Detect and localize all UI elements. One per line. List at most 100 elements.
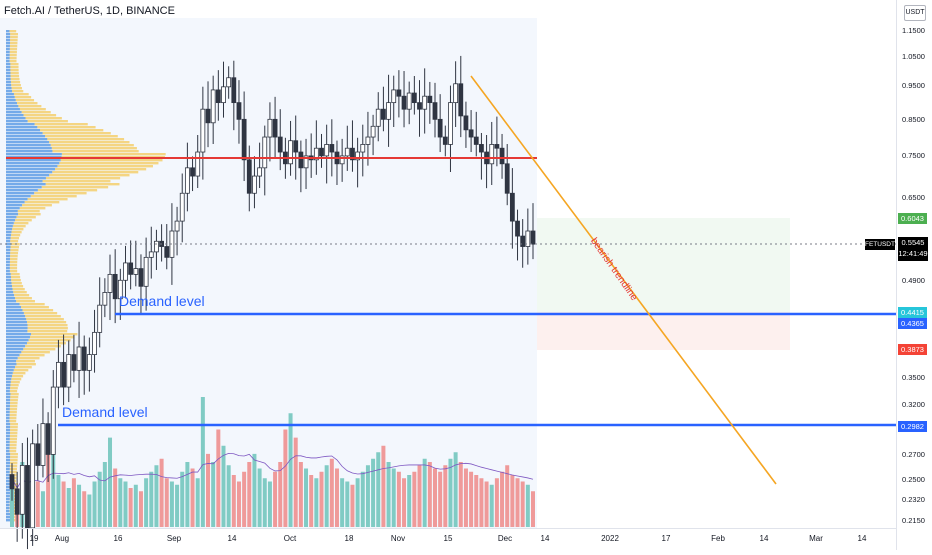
profile-bar-down xyxy=(6,375,12,378)
profile-bar-down xyxy=(6,234,11,237)
price-tag: 0.4365 xyxy=(898,318,927,329)
volume-bar xyxy=(453,452,458,527)
volume-bar xyxy=(35,481,40,527)
profile-bar-down xyxy=(6,426,11,429)
profile-bar-up xyxy=(9,444,17,447)
profile-bar-down xyxy=(6,474,10,477)
profile-bar-up xyxy=(10,453,19,456)
profile-bar-down xyxy=(6,411,10,414)
candle xyxy=(411,92,417,104)
profile-bar-up xyxy=(13,369,29,372)
profit-zone xyxy=(537,218,790,312)
profile-bar-up xyxy=(19,354,45,357)
profile-bar-up xyxy=(15,366,32,369)
volume-bar xyxy=(304,468,309,527)
profile-bar-down xyxy=(6,123,35,126)
profile-bar-up xyxy=(16,360,35,363)
profile-bar-up xyxy=(61,153,166,156)
profile-bar-down xyxy=(6,150,53,153)
volume-bar xyxy=(61,481,66,527)
candle xyxy=(499,147,505,165)
date-tick: 16 xyxy=(113,534,123,543)
profile-bar-down xyxy=(6,99,16,102)
profile-bar-down xyxy=(6,327,28,330)
candle xyxy=(401,95,407,110)
candle xyxy=(515,220,520,237)
profile-bar-up xyxy=(13,222,29,225)
candle xyxy=(246,159,252,194)
profile-bar-down xyxy=(6,213,19,216)
profile-bar-down xyxy=(6,486,11,489)
candle xyxy=(148,251,154,258)
candle xyxy=(231,77,237,104)
profile-bar-up xyxy=(9,57,17,60)
profile-bar-up xyxy=(27,198,68,201)
profile-bar-down xyxy=(6,507,10,510)
candle xyxy=(112,273,118,300)
candle xyxy=(30,443,36,529)
volume-bar xyxy=(66,488,71,527)
volume-bar xyxy=(525,484,530,527)
profile-bar-down xyxy=(6,396,11,399)
profile-bar-up xyxy=(19,207,46,210)
profile-bar-up xyxy=(11,231,22,234)
candle xyxy=(107,273,113,293)
volume-bar xyxy=(190,468,195,527)
date-tick: Oct xyxy=(283,534,297,543)
price-tick: 0.3500 xyxy=(902,373,925,382)
profile-bar-down xyxy=(6,207,20,210)
profile-bar-down xyxy=(6,495,10,498)
date-tick: Dec xyxy=(497,534,513,543)
profile-bar-up xyxy=(25,345,61,348)
profile-bar-down xyxy=(6,483,11,486)
profile-bar-up xyxy=(9,450,17,453)
profile-bar-down xyxy=(6,306,22,309)
profile-bar-up xyxy=(11,375,24,378)
profile-bar-up xyxy=(17,357,40,360)
candle xyxy=(123,262,128,281)
candle xyxy=(236,102,242,120)
profile-bar-down xyxy=(6,159,61,162)
volume-bar xyxy=(154,465,159,527)
profile-bar-down xyxy=(6,393,11,396)
volume-profile xyxy=(6,30,166,522)
profile-bar-up xyxy=(9,30,17,33)
profile-bar-up xyxy=(10,255,18,258)
volume-bar xyxy=(242,471,247,527)
candle xyxy=(489,144,495,165)
profile-bar-up xyxy=(17,102,38,105)
profile-bar-down xyxy=(6,108,20,111)
volume-bar xyxy=(376,452,381,527)
candle xyxy=(386,102,391,120)
profile-bar-up xyxy=(12,225,26,228)
candle xyxy=(262,136,268,169)
profile-bar-up xyxy=(10,33,19,36)
volume-bar xyxy=(505,465,510,527)
profile-bar-up xyxy=(37,126,96,129)
profile-bar-down xyxy=(6,204,23,207)
profile-bar-up xyxy=(19,303,45,306)
candle xyxy=(319,147,324,157)
profile-bar-up xyxy=(15,99,35,102)
profile-bar-up xyxy=(9,267,18,270)
bearish-trendline[interactable] xyxy=(470,75,777,485)
volume-bar xyxy=(40,491,45,527)
currency-button[interactable]: USDT xyxy=(904,5,926,21)
profile-bar-down xyxy=(6,210,18,213)
profile-bar-up xyxy=(9,48,18,51)
profile-bar-up xyxy=(23,114,57,117)
profile-bar-down xyxy=(6,324,28,327)
volume-bar xyxy=(71,478,76,527)
candle xyxy=(298,151,304,169)
last-price-tag: 0.5545 12:41:49 xyxy=(898,237,928,261)
candle xyxy=(339,155,345,165)
profile-bar-down xyxy=(6,471,10,474)
profile-bar-down xyxy=(6,312,24,315)
candle xyxy=(164,246,170,258)
profile-bar-down xyxy=(6,246,11,249)
volume-bar xyxy=(97,471,102,527)
profile-bar-up xyxy=(12,90,24,93)
candle xyxy=(344,147,350,157)
